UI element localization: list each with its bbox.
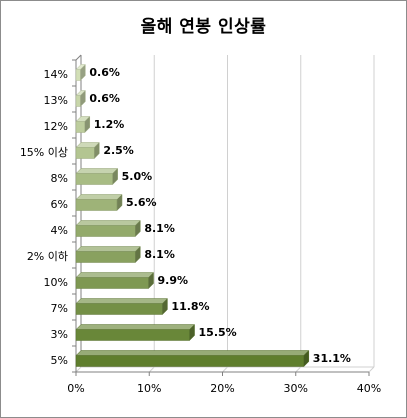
bar-top-face [75, 194, 123, 200]
y-tick-label: 10% [44, 276, 68, 289]
y-tick-label: 13% [44, 94, 68, 107]
gridline-floor [295, 366, 302, 373]
data-label: 5.6% [126, 196, 157, 209]
y-tick-label: 8% [51, 172, 68, 185]
data-label: 15.5% [199, 326, 237, 339]
bar [75, 277, 149, 289]
axis-top-corner [75, 54, 82, 61]
bar [75, 173, 113, 185]
bar-side-face [80, 89, 86, 108]
bar [75, 355, 305, 367]
bar-side-face [116, 193, 123, 212]
y-tick-label: 5% [51, 354, 68, 367]
bar [75, 69, 81, 81]
gridline-floor [368, 366, 375, 373]
bar-side-face [189, 323, 195, 342]
x-tick-label: 20% [210, 382, 234, 395]
y-tick-label: 3% [51, 328, 68, 341]
bar-top-face [75, 246, 141, 252]
y-tick-label: 6% [51, 198, 68, 211]
bar-top-face [75, 272, 155, 278]
x-tick-label: 10% [137, 382, 161, 395]
bar-top-face [75, 350, 310, 356]
x-tick-label: 0% [67, 382, 84, 395]
bar-side-face [303, 349, 310, 368]
bar-side-face [84, 115, 91, 134]
data-label: 1.2% [94, 118, 125, 131]
bar [75, 199, 118, 211]
gridline-floor [222, 366, 228, 373]
bar [75, 225, 136, 237]
gridline-floor [75, 366, 82, 373]
bar-side-face [112, 167, 118, 186]
bar-top-face [75, 324, 196, 330]
data-label: 8.1% [144, 222, 175, 235]
data-label: 0.6% [89, 92, 120, 105]
bar-side-face [135, 219, 141, 238]
bar-top-face [75, 298, 169, 304]
bar [75, 329, 190, 341]
gridline-floor [148, 366, 155, 373]
data-label: 8.1% [144, 248, 175, 261]
x-tick-label: 40% [357, 382, 381, 395]
bar-top-face [75, 168, 119, 174]
chart-title: 올해 연봉 인상률 [140, 17, 267, 37]
data-label: 5.0% [122, 170, 153, 183]
y-tick-label: 7% [51, 302, 68, 315]
data-label: 2.5% [103, 144, 134, 157]
data-label: 11.8% [171, 300, 209, 313]
y-tick-label: 12% [44, 120, 68, 133]
bar-side-face [80, 63, 86, 82]
data-label: 31.1% [313, 352, 351, 365]
data-label: 9.9% [158, 274, 189, 287]
bar [75, 121, 86, 133]
bar [75, 251, 136, 263]
bar-side-face [148, 271, 154, 290]
data-label: 0.6% [89, 66, 120, 79]
bar [75, 95, 81, 107]
y-tick-label: 2% 이하 [27, 249, 68, 263]
y-tick-label: 14% [44, 68, 68, 81]
bar-side-face [135, 245, 141, 264]
bar [75, 303, 163, 315]
x-tick-label: 30% [284, 382, 308, 395]
bar-top-face [75, 220, 141, 226]
y-tick-label: 15% 이상 [20, 146, 68, 159]
bar [75, 147, 95, 159]
bar-side-face [162, 297, 168, 316]
y-tick-label: 4% [51, 224, 68, 237]
bar-side-face [94, 141, 100, 160]
